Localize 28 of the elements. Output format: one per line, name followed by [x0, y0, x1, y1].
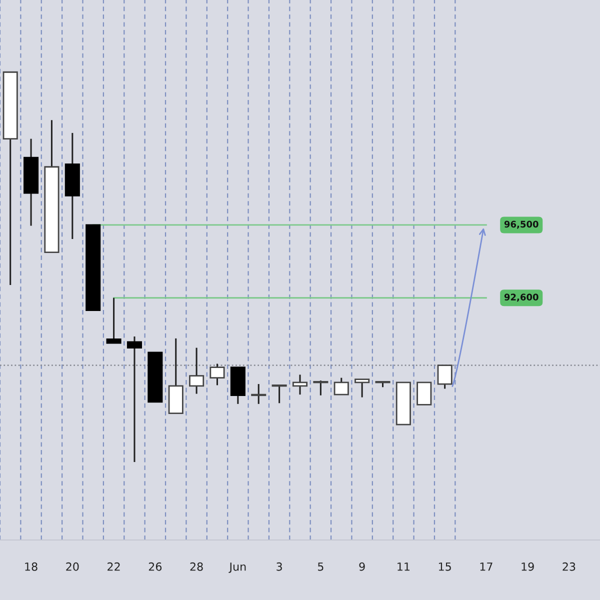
candlestick — [210, 363, 225, 386]
x-tick-label: 20 — [66, 562, 79, 571]
x-tick-label: 15 — [438, 562, 451, 571]
x-tick-label: 26 — [148, 562, 162, 571]
x-tick-label: 9 — [359, 562, 365, 571]
candlestick — [292, 374, 308, 396]
x-tick-label: 28 — [190, 562, 203, 571]
x-tick-label: 17 — [480, 562, 492, 571]
candlestick — [272, 384, 287, 404]
x-tick-label: 23 — [562, 562, 576, 571]
candlestick — [313, 380, 328, 396]
candlestick — [126, 336, 142, 463]
candlestick — [334, 377, 349, 396]
candlestick — [251, 383, 266, 405]
x-tick-label: 5 — [318, 562, 324, 571]
x-tick-label: Jun — [228, 562, 246, 573]
x-tick-label: 19 — [522, 562, 534, 571]
candlestick — [189, 347, 204, 395]
x-tick-label: 22 — [108, 562, 120, 571]
candlestick — [416, 382, 432, 406]
x-tick-label: 11 — [398, 562, 410, 571]
annotation: 92,600 — [504, 294, 538, 302]
candlestick — [106, 297, 122, 344]
x-tick-label: 3 — [276, 562, 282, 571]
annotation: 96,500 — [504, 220, 538, 229]
x-tick-label: 18 — [25, 562, 38, 571]
candlestick — [354, 378, 370, 398]
candlestick — [437, 364, 452, 390]
